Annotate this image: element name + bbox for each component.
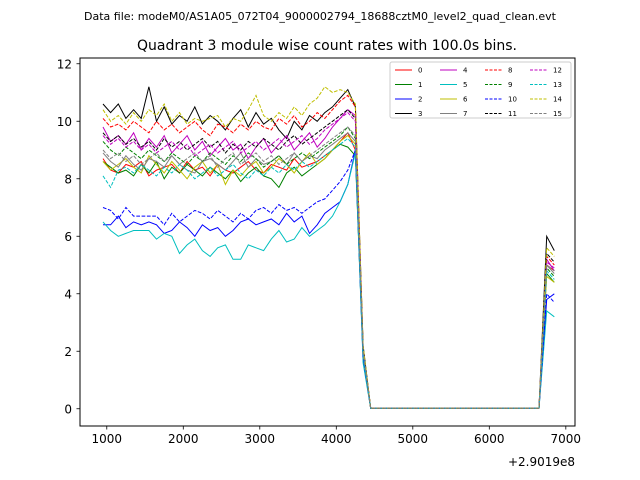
series-line-2 (103, 149, 555, 409)
series-line-0 (102, 131, 555, 409)
series-line-7 (102, 132, 555, 409)
series-line-8 (102, 94, 555, 409)
legend-label-6: 6 (463, 96, 468, 104)
legend-label-13: 13 (553, 81, 562, 89)
y-tick-label: 12 (57, 57, 72, 71)
legend-label-8: 8 (508, 67, 512, 75)
y-tick-label: 0 (64, 402, 72, 416)
legend-label-3: 3 (418, 110, 422, 118)
legend-label-2: 2 (418, 96, 422, 104)
series-line-3 (102, 86, 555, 409)
y-tick-label: 8 (64, 172, 72, 186)
series-line-10 (102, 149, 555, 409)
y-tick-label: 6 (64, 230, 72, 244)
series-line-1 (102, 143, 555, 409)
x-axis: 1000 2000 3000 4000 5000 6000 7000 (92, 426, 582, 446)
legend-label-14: 14 (553, 96, 562, 104)
x-tick-label: 3000 (245, 432, 276, 446)
series-line-12 (102, 111, 555, 409)
legend-label-11: 11 (508, 110, 517, 118)
y-tick-label: 2 (64, 345, 72, 359)
plot-frame (79, 57, 576, 427)
legend-label-1: 1 (418, 81, 422, 89)
x-tick-label: 5000 (398, 432, 429, 446)
legend-label-5: 5 (463, 81, 467, 89)
series-line-4 (102, 109, 555, 409)
legend-box (389, 61, 572, 119)
series-line-5 (102, 152, 555, 409)
y-tick-label: 4 (64, 287, 72, 301)
x-tick-label: 2000 (168, 432, 199, 446)
legend-label-15: 15 (553, 110, 562, 118)
series-line-11 (102, 109, 555, 409)
chart-title: Quadrant 3 module wise count rates with … (137, 38, 517, 54)
series-line-13 (102, 137, 555, 409)
legend-label-7: 7 (463, 110, 467, 118)
x-tick-label: 4000 (321, 432, 352, 446)
x-tick-label: 1000 (92, 432, 123, 446)
x-tick-label: 7000 (551, 432, 582, 446)
x-tick-label: 6000 (474, 432, 505, 446)
legend-label-9: 9 (508, 81, 512, 89)
series-line-15 (102, 126, 555, 409)
legend-label-0: 0 (418, 67, 422, 75)
series-line-14 (102, 86, 555, 409)
legend-label-10: 10 (508, 96, 517, 104)
series-line-6 (102, 134, 555, 409)
legend-label-4: 4 (463, 67, 468, 75)
figure-suptitle: Data file: modeM0/AS1A05_072T04_90000027… (84, 10, 557, 23)
y-axis: 0 2 4 6 8 10 12 (57, 57, 80, 416)
plot-lines (102, 86, 555, 409)
y-tick-label: 10 (57, 115, 72, 129)
legend-label-12: 12 (553, 67, 562, 75)
x-offset-label: +2.9019e8 (508, 455, 575, 469)
